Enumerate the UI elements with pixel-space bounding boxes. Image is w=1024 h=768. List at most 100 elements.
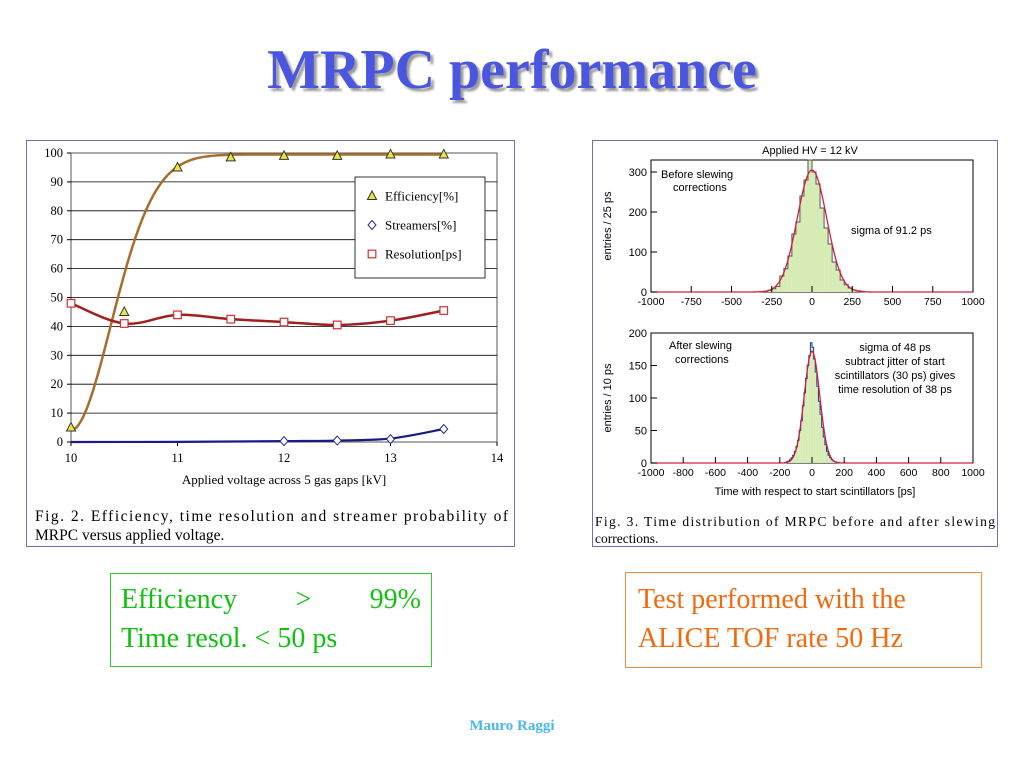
applied-hv-title: Applied HV = 12 kV [762, 145, 858, 157]
x-tick-label: -500 [721, 296, 742, 308]
top-y-axis-label: entries / 25 ps [602, 191, 614, 261]
histogram-bar [826, 451, 829, 463]
legend-marker [367, 219, 377, 231]
author-name: Mauro Raggi [469, 718, 555, 734]
resolutionps-point [66, 298, 76, 308]
sigma-after-label-line: scintillators (30 ps) gives [835, 370, 956, 382]
histogram-bar [767, 290, 772, 292]
streamers-point [439, 423, 449, 435]
histogram-bar [832, 461, 835, 463]
efficiency-value: 99% [369, 584, 421, 615]
test-info-line1: Test performed with the [638, 584, 906, 615]
resolutionps-point [119, 319, 129, 328]
histogram-bar [840, 280, 845, 292]
histogram-bar [805, 378, 808, 463]
x-tick-label: -600 [705, 467, 726, 479]
x-tick-label: 200 [835, 467, 853, 479]
histogram-bar [795, 446, 798, 463]
y-tick-label: 10 [51, 406, 64, 420]
resolutionps-point [279, 317, 289, 327]
x-tick-label: 12 [278, 451, 291, 465]
figure-3-chart: Applied HV = 12 kV 0 100 200 300 -1000 -750 -5… [595, 145, 995, 546]
histogram-bar [824, 228, 829, 292]
y-tick-label: 200 [629, 328, 647, 340]
x-tick-label: 600 [900, 467, 918, 479]
histogram-bar [815, 372, 817, 463]
resolutionps-point [439, 306, 449, 315]
x-tick-label: 0 [809, 467, 815, 479]
y-tick-label: 50 [635, 426, 647, 438]
y-tick-label: 300 [629, 167, 647, 179]
y-tick-label: 90 [51, 175, 64, 189]
histogram-bar [818, 401, 821, 463]
histogram-bar [823, 437, 825, 463]
histogram-bar [813, 359, 816, 463]
efficiency-point [385, 148, 396, 159]
histogram-bar [852, 290, 857, 292]
histogram-bar [803, 392, 806, 463]
x-tick-label: 800 [932, 467, 950, 479]
histogram-bar [799, 430, 801, 463]
resolutionps-point [386, 316, 395, 326]
histogram-bar [828, 244, 833, 292]
x-tick-label: 10 [65, 451, 78, 465]
streamers-point [332, 435, 342, 446]
streamers-point [279, 435, 289, 447]
histogram-bar [791, 457, 793, 463]
figure-3-panel: Applied HV = 12 kV 0 100 200 300 -1000 -750 -5… [592, 140, 998, 547]
histogram-bar [799, 196, 804, 292]
before-slewing-label-2: corrections [673, 182, 727, 194]
streamers-point [385, 433, 396, 445]
histogram-bar [816, 184, 821, 292]
efficiency-fit-line [70, 153, 444, 432]
x-tick-label: 1000 [961, 467, 985, 479]
histogram-bar [816, 386, 819, 463]
sigma-after-label-line: time resolution of 38 ps [838, 384, 952, 396]
figure-3-caption-line2: corrections. [595, 531, 658, 546]
y-tick-label: 70 [51, 233, 64, 247]
histogram-bar [797, 440, 800, 463]
resolutionps-point [226, 314, 236, 324]
efficiency-operator: > [295, 584, 312, 615]
x-tick-label: 0 [809, 296, 815, 308]
gaussian-fit-curve [651, 350, 973, 464]
legend-marker [366, 189, 378, 200]
histogram-bar [808, 355, 811, 463]
histogram-bar [803, 180, 808, 292]
x-tick-label: 400 [868, 467, 886, 479]
histogram-bar [831, 459, 833, 463]
histogram-bar [792, 455, 795, 463]
efficiency-point [331, 149, 343, 160]
x-tick-label: 500 [884, 296, 902, 308]
top-histogram [651, 159, 973, 293]
resolution-fit-line [70, 302, 444, 327]
histogram-bar [812, 347, 814, 463]
histogram-bar [848, 288, 853, 292]
y-tick-label: 40 [51, 319, 64, 333]
test-info-box: Test performed with the ALICE TOF rate 5… [625, 572, 982, 668]
y-tick-label: 100 [629, 393, 647, 405]
figure-2-panel: 0 10 20 30 40 50 60 70 80 90 100 10 11 12 13 14 Applied… [26, 140, 515, 547]
histogram-outline [784, 342, 840, 463]
x-tick-label: -750 [681, 296, 702, 308]
histogram-bar [794, 451, 796, 463]
bottom-histogram [651, 342, 973, 464]
x-tick-label: 250 [843, 296, 861, 308]
histogram-bar [800, 420, 803, 463]
histogram-bar [828, 455, 830, 463]
figure-2-caption-line1: Fig. 2. Efficiency, time resolution and … [35, 508, 509, 525]
gaussian-fit-curve [651, 169, 973, 293]
efficiency-point [172, 161, 183, 172]
efficiency-label: Efficiency [121, 584, 238, 615]
slide-title: MRPC performance [267, 39, 757, 101]
efficiency-point [118, 305, 130, 316]
y-tick-label: 0 [641, 287, 647, 299]
x-tick-label: 750 [924, 296, 942, 308]
histogram-bar [802, 405, 804, 463]
y-tick-label: 200 [629, 207, 647, 219]
after-slewing-label-2: corrections [675, 354, 729, 366]
y-tick-label: 0 [57, 435, 63, 449]
histogram-bar [783, 268, 788, 292]
legend-label: Streamers[%] [385, 218, 456, 233]
